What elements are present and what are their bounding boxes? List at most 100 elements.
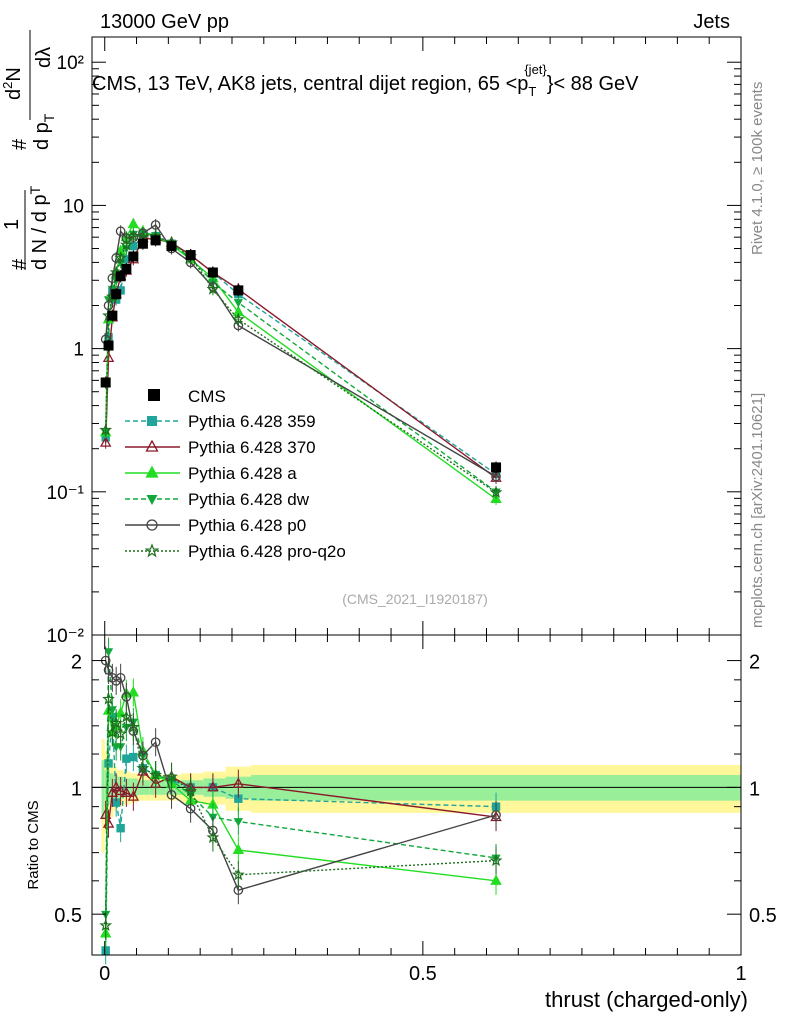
ratio-point — [122, 754, 131, 763]
ratio-point — [115, 672, 126, 683]
ratio-point — [120, 786, 133, 797]
ratio-point — [111, 798, 121, 807]
series-point — [206, 282, 220, 295]
ratio-point — [110, 780, 122, 792]
ylabel-hash-a: # — [9, 258, 31, 270]
ratio-y-tick-label-right: 2 — [749, 652, 760, 674]
mcplots-credit: mcplots.cern.ch [arXiv:2401.10621] — [749, 393, 766, 628]
ratio-point — [491, 810, 501, 820]
ratio-line — [105, 770, 497, 824]
ratio-point — [231, 868, 245, 881]
series-point — [114, 251, 128, 264]
chart-title: CMS, 13 TeV, AK8 jets, central dijet reg… — [92, 62, 639, 99]
ratio-series-pythia-6-428-pro-q2o — [99, 685, 503, 940]
ratio-series-pythia-6-428-a — [99, 678, 502, 948]
data-point — [115, 271, 126, 282]
ratio-band-inner — [101, 760, 105, 820]
series-cms-data — [100, 234, 502, 474]
ratio-point — [232, 843, 245, 855]
ratio-band-inner — [104, 769, 108, 807]
ratio-point — [206, 830, 220, 844]
ratio-line — [105, 716, 497, 951]
series-point — [127, 217, 140, 229]
data-point — [121, 263, 132, 274]
ylabel-d2n: d2N — [0, 67, 25, 100]
series-point — [99, 436, 112, 447]
data-point — [111, 289, 122, 300]
legend-label: Pythia 6.428 p0 — [188, 516, 306, 535]
data-point — [100, 377, 111, 388]
legend-label: Pythia 6.428 dw — [188, 490, 310, 509]
ylabel-dndpt: d N / d pT — [27, 185, 51, 270]
data-point — [207, 267, 218, 278]
series-point — [129, 241, 138, 251]
ratio-point — [107, 706, 117, 715]
ratio-point — [129, 752, 138, 762]
ratio-point — [104, 759, 113, 768]
series-point — [115, 226, 126, 237]
series-point — [126, 229, 140, 242]
ratio-point — [127, 686, 140, 697]
ratio-point — [103, 648, 114, 657]
ratio-point — [102, 692, 115, 705]
legend-label: Pythia 6.428 370 — [188, 438, 316, 457]
ratio-point — [119, 710, 133, 723]
series-point — [150, 220, 161, 230]
data-point — [103, 340, 114, 351]
legend-label: Pythia 6.428 359 — [188, 412, 316, 431]
legend-label: Pythia 6.428 a — [188, 464, 297, 483]
y-tick-label: 1 — [73, 340, 84, 361]
series-point — [489, 485, 503, 498]
legend-marker-cms — [148, 389, 160, 401]
data-point — [107, 310, 118, 321]
y-tick-label: 10⁻¹ — [47, 483, 85, 504]
ratio-point — [184, 784, 198, 797]
header-energy: 13000 GeV pp — [100, 11, 229, 33]
ratio-y-tick-label: 1 — [71, 778, 82, 800]
y-tick-label: 10² — [57, 53, 84, 74]
x-tick-label: 0 — [99, 963, 110, 985]
ratio-point — [165, 770, 178, 783]
series-pythia-6-428-pro-q2o — [99, 229, 503, 499]
ratio-y-tick-label: 0.5 — [54, 905, 82, 927]
ratio-frame — [91, 634, 742, 956]
series-point — [233, 299, 243, 308]
main-ylabel: # 1 d N / d pT # d pT dλ d2N — [0, 30, 57, 270]
ratio-y-tick-label-right: 0.5 — [749, 905, 777, 927]
ratio-point — [101, 946, 110, 955]
ratio-point — [127, 790, 140, 801]
header-process: Jets — [693, 11, 730, 33]
ratio-point — [114, 727, 128, 740]
ratio-y-tick-label: 2 — [71, 652, 82, 674]
series-point — [231, 312, 245, 325]
ratio-point — [109, 716, 123, 729]
ratio-y-tick-label-right: 1 — [749, 778, 760, 800]
x-tick-label: 1 — [735, 963, 746, 985]
ratio-series-pythia-6-428-359 — [101, 702, 501, 965]
ratio-point — [114, 706, 127, 718]
series-point — [99, 423, 113, 436]
data-point — [491, 462, 502, 473]
ratio-point — [489, 853, 503, 867]
ratio-point — [126, 720, 140, 733]
data-point — [233, 285, 244, 296]
x-tick-label: 0.5 — [409, 963, 437, 985]
ratio-point — [233, 818, 243, 827]
legend-label: Pythia 6.428 pro-q2o — [188, 542, 346, 561]
legend-marker — [147, 416, 157, 426]
data-point — [166, 241, 177, 252]
series-point — [102, 351, 115, 362]
ratio-point — [150, 737, 161, 748]
ratio-point — [234, 794, 243, 803]
legend-marker — [145, 439, 159, 452]
ylabel-dpt: d pT — [31, 113, 57, 150]
analysis-watermark: (CMS_2021_I1920187) — [342, 591, 488, 607]
ratio-point — [114, 784, 127, 796]
ratio-point — [99, 918, 113, 932]
main-panel: 10⁻² 10⁻¹ 1 10 10² CMS, 13 TeV, AK8 jets, ce… — [47, 36, 742, 647]
series-point — [122, 255, 131, 264]
ylabel-dlambda: dλ — [33, 47, 55, 68]
ratio-point — [149, 768, 163, 781]
ylabel-one: 1 — [1, 219, 23, 230]
